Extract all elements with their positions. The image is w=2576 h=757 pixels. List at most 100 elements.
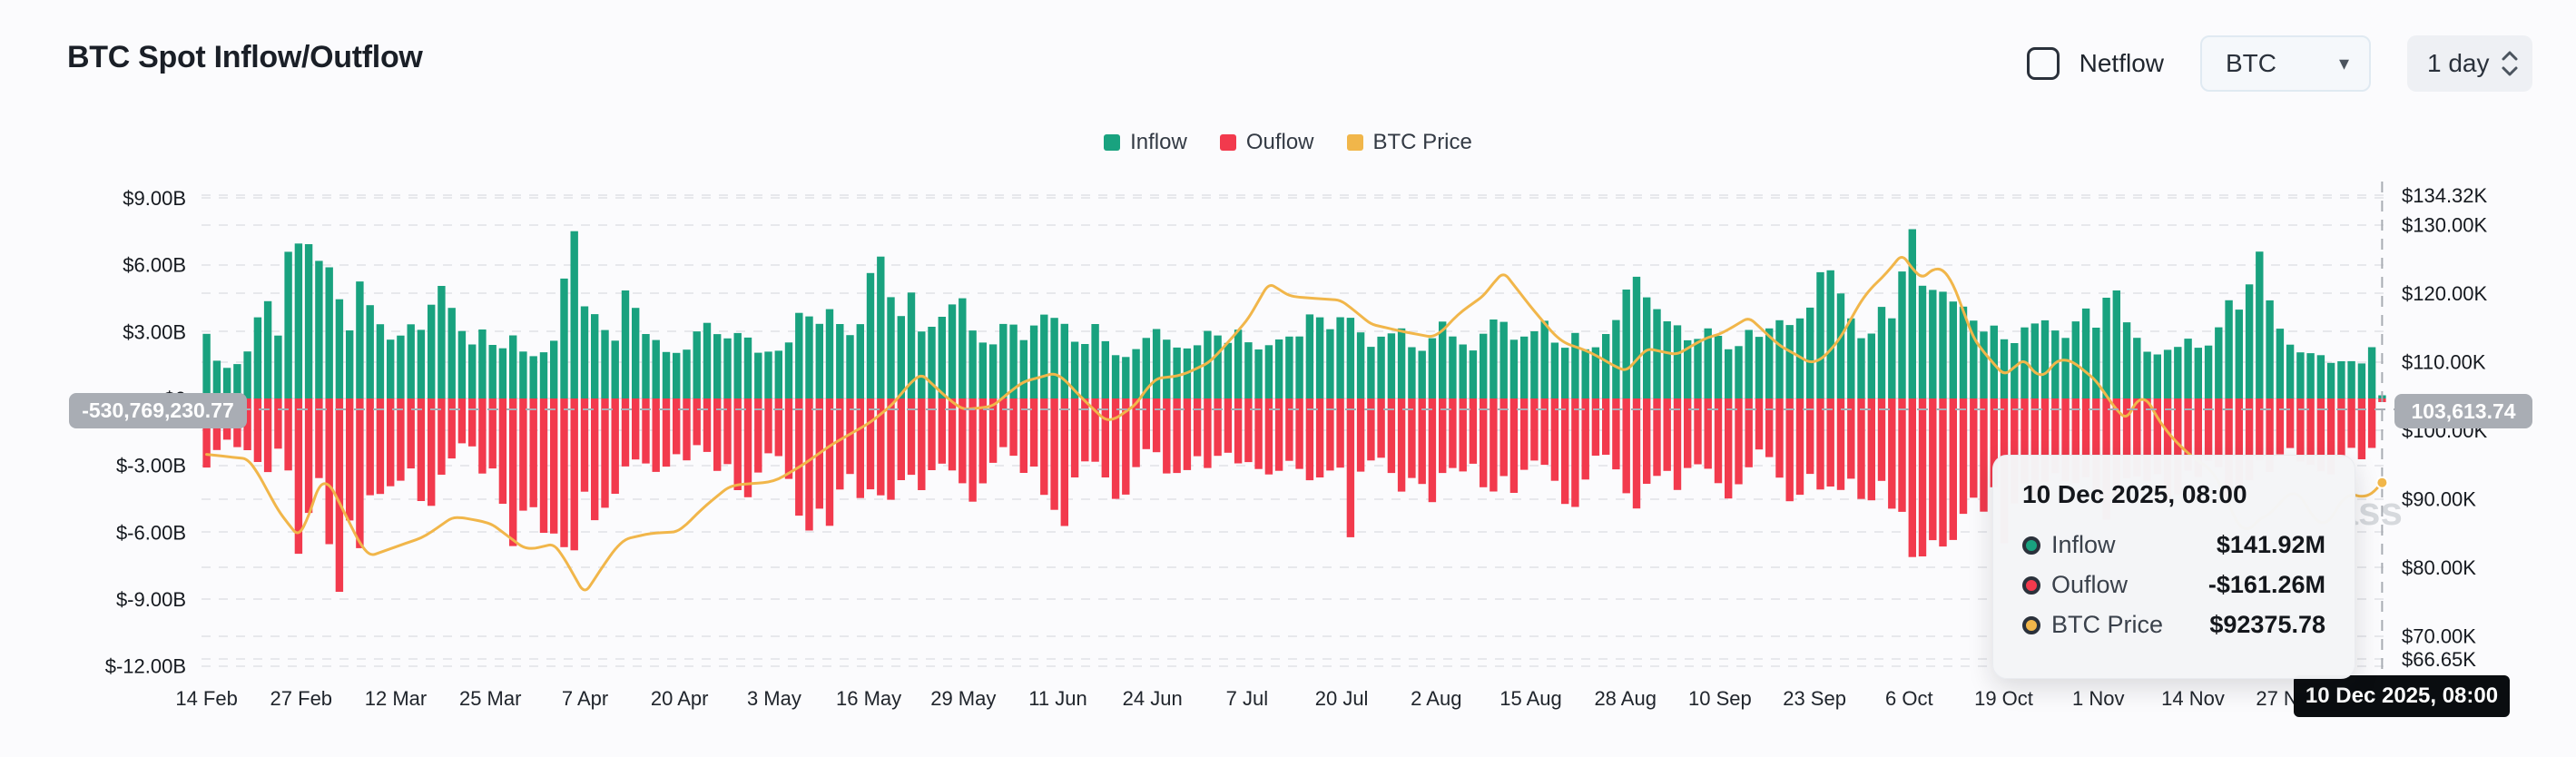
- inflow-bar[interactable]: [1918, 285, 1927, 398]
- outflow-bar[interactable]: [1029, 398, 1038, 467]
- outflow-bar[interactable]: [1214, 398, 1222, 457]
- inflow-bar[interactable]: [2367, 347, 2376, 399]
- outflow-bar[interactable]: [1152, 398, 1161, 453]
- outflow-bar[interactable]: [928, 398, 936, 470]
- inflow-bar[interactable]: [1224, 342, 1233, 398]
- outflow-bar[interactable]: [509, 398, 517, 546]
- inflow-bar[interactable]: [253, 317, 262, 398]
- outflow-bar[interactable]: [642, 398, 650, 464]
- outflow-bar[interactable]: [1898, 398, 1906, 512]
- inflow-bar[interactable]: [1673, 325, 1682, 398]
- outflow-bar[interactable]: [2357, 398, 2366, 459]
- inflow-bar[interactable]: [1806, 307, 1814, 398]
- outflow-bar[interactable]: [387, 398, 395, 487]
- outflow-bar[interactable]: [918, 398, 926, 490]
- outflow-bar[interactable]: [2316, 398, 2325, 472]
- inflow-bar[interactable]: [1315, 317, 1324, 398]
- inflow-bar[interactable]: [2225, 300, 2233, 398]
- inflow-bar[interactable]: [2316, 355, 2325, 398]
- outflow-bar[interactable]: [2225, 398, 2233, 496]
- outflow-bar[interactable]: [2184, 398, 2192, 471]
- outflow-bar[interactable]: [1050, 398, 1058, 510]
- inflow-bar[interactable]: [1745, 329, 1753, 399]
- inflow-bar[interactable]: [1356, 332, 1365, 398]
- inflow-bar[interactable]: [2337, 361, 2345, 398]
- inflow-bar[interactable]: [1346, 318, 1355, 398]
- outflow-bar[interactable]: [1274, 398, 1283, 471]
- inflow-bar[interactable]: [1612, 320, 1620, 398]
- outflow-bar[interactable]: [2133, 398, 2141, 477]
- outflow-bar[interactable]: [1877, 398, 1886, 481]
- inflow-bar[interactable]: [836, 324, 844, 398]
- outflow-bar[interactable]: [253, 398, 262, 462]
- outflow-bar[interactable]: [2153, 398, 2161, 475]
- outflow-bar[interactable]: [866, 398, 875, 490]
- outflow-bar[interactable]: [988, 398, 998, 463]
- inflow-bar[interactable]: [478, 329, 487, 398]
- outflow-bar[interactable]: [1540, 398, 1549, 466]
- inflow-bar[interactable]: [2174, 347, 2182, 398]
- outflow-bar[interactable]: [1183, 398, 1192, 470]
- inflow-bar[interactable]: [1591, 347, 1600, 398]
- outflow-bar[interactable]: [1959, 398, 1968, 515]
- inflow-bar[interactable]: [897, 316, 905, 398]
- outflow-bar[interactable]: [693, 398, 701, 446]
- outflow-bar[interactable]: [1673, 398, 1682, 490]
- outflow-bar[interactable]: [2081, 398, 2090, 477]
- inflow-bar[interactable]: [1775, 320, 1784, 398]
- outflow-bar[interactable]: [1285, 398, 1293, 461]
- outflow-bar[interactable]: [1980, 398, 1988, 512]
- inflow-bar[interactable]: [683, 349, 691, 398]
- inflow-bar[interactable]: [1480, 333, 1488, 398]
- inflow-bar[interactable]: [1469, 350, 1478, 398]
- outflow-bar[interactable]: [1009, 398, 1018, 457]
- inflow-bar[interactable]: [815, 323, 823, 398]
- inflow-bar[interactable]: [2194, 348, 2202, 398]
- outflow-bar[interactable]: [1019, 398, 1027, 473]
- outflow-bar[interactable]: [1224, 398, 1233, 453]
- outflow-bar[interactable]: [1234, 398, 1243, 464]
- inflow-bar[interactable]: [1765, 328, 1774, 398]
- inflow-bar[interactable]: [284, 251, 292, 398]
- interval-select[interactable]: 1 day: [2407, 35, 2532, 92]
- inflow-bar[interactable]: [1877, 307, 1886, 398]
- inflow-bar[interactable]: [1449, 336, 1457, 398]
- outflow-bar[interactable]: [897, 398, 905, 480]
- outflow-bar[interactable]: [1122, 398, 1130, 495]
- inflow-bar[interactable]: [1725, 349, 1733, 398]
- outflow-bar[interactable]: [887, 398, 895, 500]
- inflow-bar[interactable]: [1214, 335, 1222, 398]
- outflow-bar[interactable]: [488, 398, 497, 469]
- outflow-bar[interactable]: [570, 398, 578, 551]
- inflow-bar[interactable]: [1816, 271, 1824, 398]
- inflow-bar[interactable]: [519, 351, 527, 398]
- inflow-bar[interactable]: [1285, 336, 1293, 398]
- outflow-bar[interactable]: [1356, 398, 1365, 472]
- outflow-bar[interactable]: [673, 398, 681, 455]
- inflow-bar[interactable]: [1367, 347, 1375, 398]
- inflow-bar[interactable]: [315, 261, 323, 398]
- outflow-bar[interactable]: [1499, 398, 1508, 477]
- outflow-bar[interactable]: [1305, 398, 1314, 481]
- inflow-bar[interactable]: [723, 338, 732, 398]
- outflow-bar[interactable]: [1704, 398, 1712, 469]
- outflow-bar[interactable]: [284, 398, 292, 471]
- inflow-bar[interactable]: [1653, 309, 1661, 398]
- inflow-bar[interactable]: [1152, 329, 1161, 399]
- inflow-bar[interactable]: [570, 231, 578, 398]
- inflow-bar[interactable]: [2204, 345, 2213, 398]
- inflow-bar[interactable]: [274, 335, 282, 398]
- outflow-bar[interactable]: [550, 398, 558, 534]
- inflow-bar[interactable]: [877, 256, 885, 398]
- inflow-bar[interactable]: [611, 340, 619, 398]
- outflow-bar[interactable]: [438, 398, 446, 475]
- outflow-bar[interactable]: [1775, 398, 1784, 478]
- inflow-bar[interactable]: [2184, 339, 2192, 398]
- outflow-bar[interactable]: [1081, 398, 1089, 462]
- outflow-bar[interactable]: [1888, 398, 1896, 509]
- inflow-bar[interactable]: [1142, 338, 1150, 398]
- inflow-bar[interactable]: [2347, 360, 2355, 398]
- inflow-bar[interactable]: [1755, 337, 1764, 398]
- inflow-bar[interactable]: [346, 330, 354, 398]
- outflow-bar[interactable]: [1459, 398, 1467, 472]
